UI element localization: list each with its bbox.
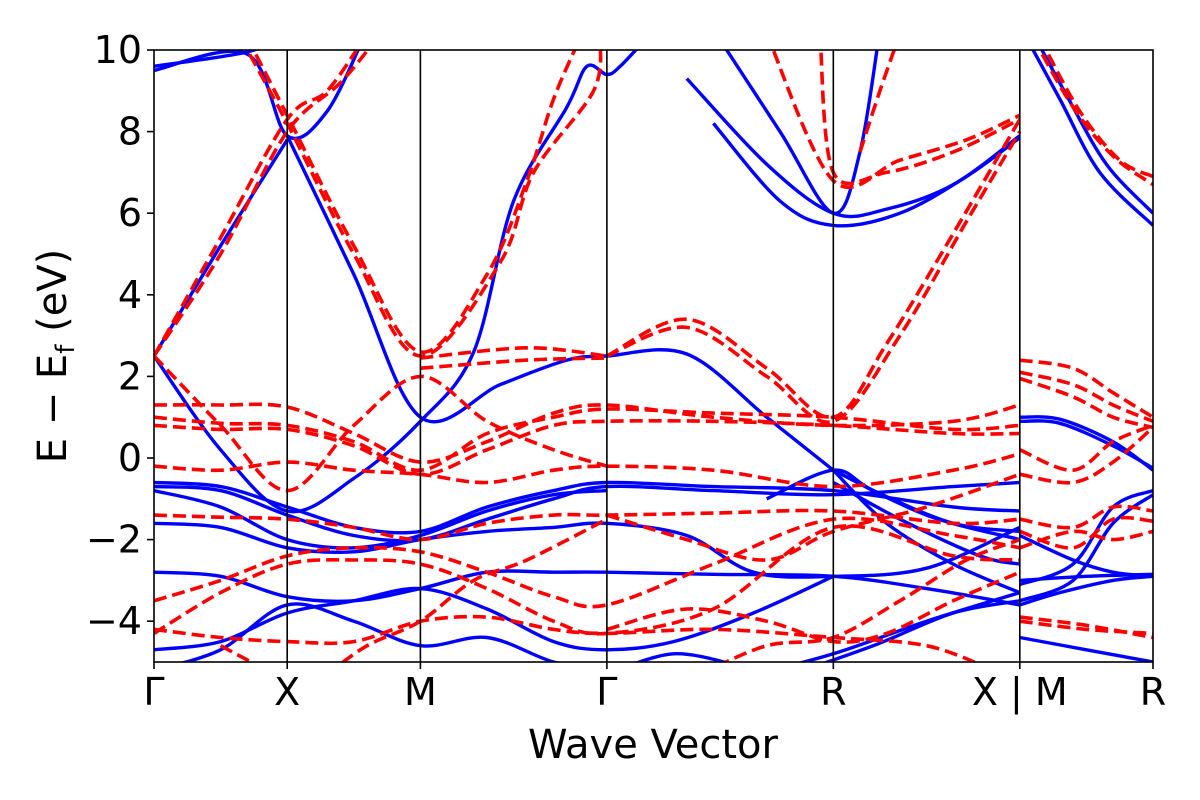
y-tick-label: 10 <box>94 28 142 72</box>
y-tick-label: 8 <box>118 110 142 154</box>
solid-blue-band-5 <box>285 134 835 472</box>
x-tick-label-kpoint: M <box>404 670 437 714</box>
dashed-red-band-37 <box>1044 50 1153 179</box>
y-axis-label-main: E − E <box>30 354 76 464</box>
solid-blue-band-30 <box>1019 574 1153 607</box>
dashed-red-band-31 <box>1019 504 1153 530</box>
x-tick-label-kpoint: R <box>820 670 846 714</box>
solid-blue-band-29 <box>1019 572 1153 583</box>
solid-blue-band-1 <box>154 50 360 141</box>
solid-blue-band-31 <box>1019 635 1153 662</box>
y-tick-label: 0 <box>118 436 142 480</box>
x-axis-ticks: Γ X M Γ R X | M R <box>143 662 1166 715</box>
x-tick-label-kpoint: Γ <box>596 670 617 714</box>
x-tick-label-kpoint: Γ <box>143 670 164 714</box>
dashed-red-band-18 <box>219 644 255 662</box>
dashed-red-band-1 <box>154 50 359 357</box>
solid-blue-band-25 <box>1019 419 1153 470</box>
dashed-red-band-35 <box>1019 619 1153 636</box>
x-tick-label-kpoint: R <box>1140 670 1166 714</box>
dashed-red-band-34 <box>1019 615 1153 640</box>
dashed-red-band-25 <box>858 50 897 153</box>
solid-blue-band-13 <box>634 652 731 662</box>
dashed-red-band-27 <box>1019 370 1153 423</box>
y-tick-label: 4 <box>118 273 142 317</box>
y-tick-label: 2 <box>118 354 142 398</box>
dashed-red-band-17 <box>154 614 979 662</box>
y-axis-label: E − Ef (eV) <box>30 249 81 464</box>
y-axis-ticks: −4 −2 0 2 4 6 8 10 <box>86 28 154 643</box>
plot-frame <box>153 49 1154 663</box>
dashed-red-band-23 <box>819 50 1021 186</box>
dashed-red-band-16 <box>154 524 1020 636</box>
y-tick-label: −4 <box>86 599 142 643</box>
dashed-red-band-19 <box>340 517 608 662</box>
dashed-red-band-3 <box>245 50 603 358</box>
solid-blue-band-14 <box>797 590 1021 662</box>
x-tick-label-kpoint: X <box>274 670 300 714</box>
dashed-red-band-4 <box>251 50 577 354</box>
solid-blue-band-32 <box>1031 50 1153 227</box>
dashed-red-band-22 <box>721 537 1021 662</box>
solid-blue-band-15 <box>822 599 1021 662</box>
solid-blue-band-19 <box>832 481 1021 566</box>
y-axis-label-sub: f <box>51 344 81 354</box>
dashed-red-band-21 <box>606 472 1021 562</box>
dashed-red-band-26 <box>1019 358 1153 419</box>
dashed-red-band-7 <box>154 354 608 493</box>
solid-blue-band-2 <box>154 50 260 68</box>
dashed-red-band-30 <box>1019 426 1153 485</box>
y-axis-label-unit: (eV) <box>30 249 76 345</box>
y-tick-label: 6 <box>118 191 142 235</box>
dashed-red-band-5 <box>420 345 608 360</box>
dashed-red-band-8 <box>606 118 1022 420</box>
y-tick-label: −2 <box>86 518 142 562</box>
dashed-red-band-2 <box>154 50 371 357</box>
dashed-red-band-6 <box>420 356 607 370</box>
x-axis-label: Wave Vector <box>528 722 779 768</box>
dashed-red-band-20 <box>606 570 1021 644</box>
dashed-red-band-29 <box>1019 423 1153 473</box>
x-tick-label-kpoint: X | M <box>972 670 1068 715</box>
dashed-red-band-33 <box>1019 529 1153 550</box>
solid-blue-band-21 <box>712 122 1021 228</box>
kpoint-boundary-lines <box>286 50 1021 662</box>
dashed-red-band-28 <box>1019 376 1153 430</box>
dashed-red-band-24 <box>771 50 1021 189</box>
solid-blue-band-8 <box>154 488 608 550</box>
solid-blue-band-18 <box>766 468 1020 534</box>
